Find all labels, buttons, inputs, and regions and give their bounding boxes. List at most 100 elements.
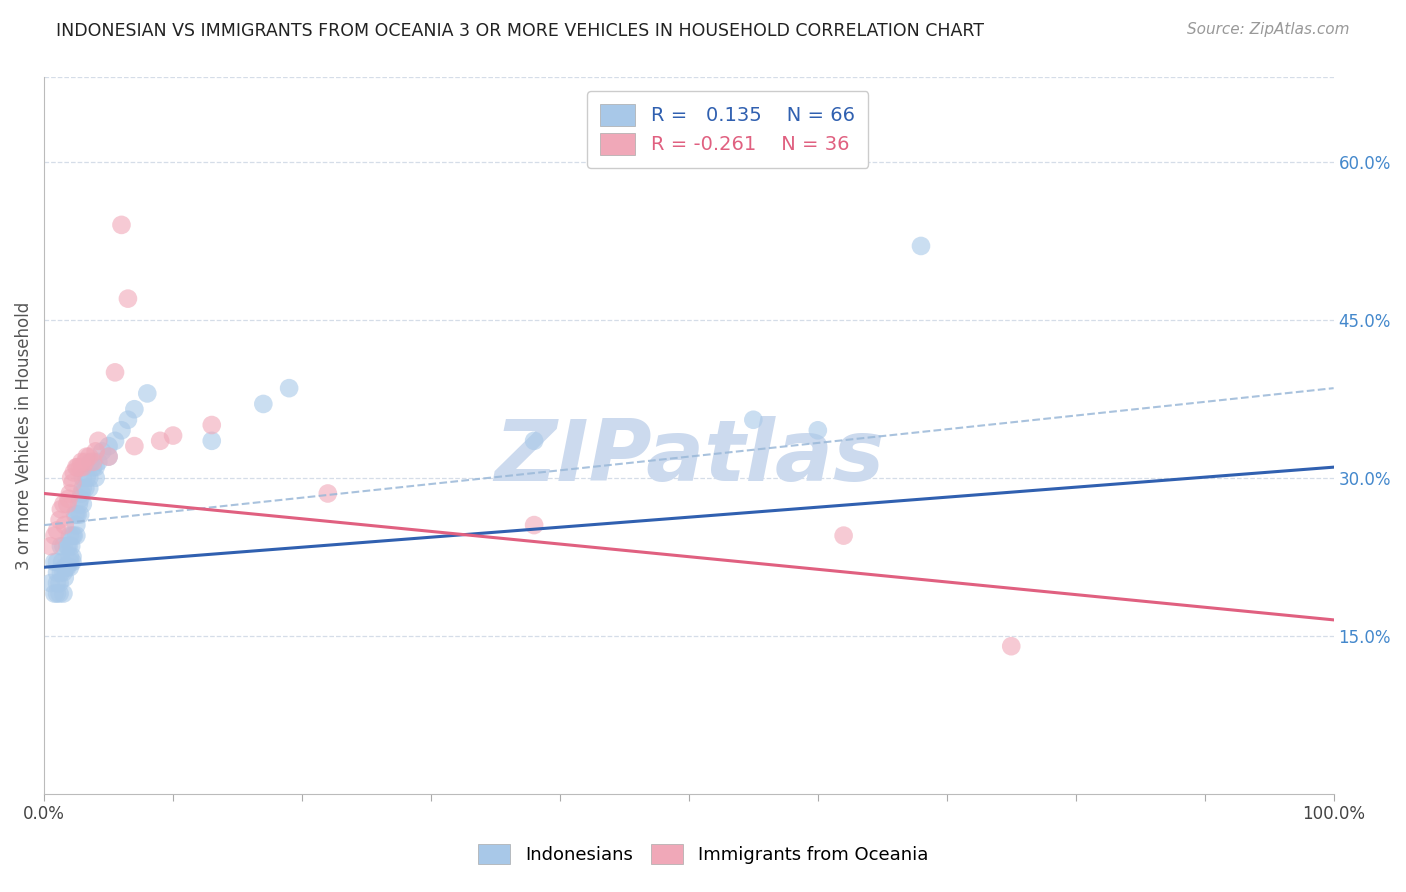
Point	[53, 571, 76, 585]
Point	[124, 402, 146, 417]
Point	[69, 491, 91, 506]
Point	[84, 460, 107, 475]
Point	[87, 455, 110, 469]
Point	[75, 455, 97, 469]
Point	[39, 539, 62, 553]
Point	[65, 528, 87, 542]
Point	[84, 444, 107, 458]
Point	[55, 560, 77, 574]
Point	[75, 481, 97, 495]
Point	[70, 486, 93, 500]
Point	[62, 528, 84, 542]
Point	[79, 455, 101, 469]
Point	[66, 460, 89, 475]
Point	[66, 508, 89, 522]
Point	[278, 381, 301, 395]
Point	[84, 471, 107, 485]
Point	[46, 555, 69, 569]
Point	[742, 413, 765, 427]
Y-axis label: 3 or more Vehicles in Household: 3 or more Vehicles in Household	[15, 301, 32, 570]
Point	[136, 386, 159, 401]
Point	[70, 455, 93, 469]
Point	[1000, 639, 1022, 653]
Text: INDONESIAN VS IMMIGRANTS FROM OCEANIA 3 OR MORE VEHICLES IN HOUSEHOLD CORRELATIO: INDONESIAN VS IMMIGRANTS FROM OCEANIA 3 …	[56, 22, 984, 40]
Point	[97, 450, 120, 464]
Point	[58, 491, 80, 506]
Point	[52, 586, 75, 600]
Point	[117, 292, 139, 306]
Point	[48, 586, 70, 600]
Point	[56, 497, 79, 511]
Point	[76, 450, 98, 464]
Point	[65, 518, 87, 533]
Point	[65, 460, 87, 475]
Point	[104, 365, 127, 379]
Point	[49, 566, 72, 580]
Point	[51, 555, 73, 569]
Point	[87, 434, 110, 448]
Point	[316, 486, 339, 500]
Point	[201, 434, 224, 448]
Point	[59, 549, 82, 564]
Point	[44, 555, 66, 569]
Point	[77, 450, 100, 464]
Point	[162, 428, 184, 442]
Point	[62, 466, 84, 480]
Point	[117, 413, 139, 427]
Point	[62, 475, 84, 490]
Point	[48, 576, 70, 591]
Point	[59, 560, 82, 574]
Point	[69, 508, 91, 522]
Point	[46, 524, 69, 538]
Point	[67, 497, 90, 511]
Point	[63, 508, 86, 522]
Text: ZIPatlas: ZIPatlas	[494, 416, 884, 499]
Point	[110, 218, 132, 232]
Point	[807, 423, 830, 437]
Point	[65, 508, 87, 522]
Point	[46, 586, 69, 600]
Point	[52, 566, 75, 580]
Point	[44, 528, 66, 542]
Text: Source: ZipAtlas.com: Source: ZipAtlas.com	[1187, 22, 1350, 37]
Point	[53, 518, 76, 533]
Point	[110, 423, 132, 437]
Point	[60, 539, 83, 553]
Point	[46, 576, 69, 591]
Point	[104, 434, 127, 448]
Point	[82, 460, 104, 475]
Point	[62, 549, 84, 564]
Point	[44, 586, 66, 600]
Point	[49, 539, 72, 553]
Legend: R =   0.135    N = 66, R = -0.261    N = 36: R = 0.135 N = 66, R = -0.261 N = 36	[586, 91, 869, 168]
Point	[62, 528, 84, 542]
Point	[59, 555, 82, 569]
Point	[49, 502, 72, 516]
Point	[58, 539, 80, 553]
Point	[910, 239, 932, 253]
Point	[72, 497, 94, 511]
Point	[72, 460, 94, 475]
Point	[59, 528, 82, 542]
Point	[832, 528, 855, 542]
Point	[72, 471, 94, 485]
Point	[77, 481, 100, 495]
Point	[76, 471, 98, 485]
Point	[77, 471, 100, 485]
Point	[69, 460, 91, 475]
Point	[523, 434, 546, 448]
Point	[97, 439, 120, 453]
Point	[124, 439, 146, 453]
Point	[252, 397, 274, 411]
Point	[39, 576, 62, 591]
Point	[72, 481, 94, 495]
Point	[46, 566, 69, 580]
Legend: Indonesians, Immigrants from Oceania: Indonesians, Immigrants from Oceania	[464, 830, 942, 879]
Point	[82, 455, 104, 469]
Point	[59, 486, 82, 500]
Point	[48, 513, 70, 527]
Point	[52, 497, 75, 511]
Point	[97, 450, 120, 464]
Point	[56, 539, 79, 553]
Point	[523, 518, 546, 533]
